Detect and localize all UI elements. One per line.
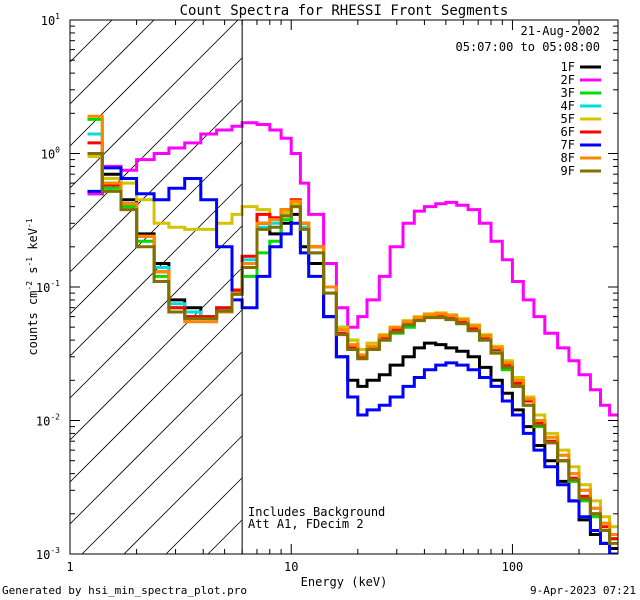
legend-label-7F: 7F	[561, 138, 575, 152]
series-9F	[87, 152, 618, 545]
legend-label-3F: 3F	[561, 86, 575, 100]
series-7F	[87, 166, 618, 554]
y-tick-label: 101	[41, 12, 60, 28]
x-tick-label: 100	[502, 560, 524, 574]
annotation-background: Includes Background	[248, 505, 385, 519]
y-axis-label: counts cm-2 s-1 keV-1	[25, 218, 40, 355]
chart-title: Count Spectra for RHESSI Front Segments	[180, 3, 509, 19]
legend-label-9F: 9F	[561, 164, 575, 178]
time-range-label: 05:07:00 to 05:08:00	[456, 40, 601, 54]
legend-label-2F: 2F	[561, 73, 575, 87]
series-group	[87, 114, 618, 554]
legend-label-8F: 8F	[561, 151, 575, 165]
hatched-background-region	[70, 20, 243, 554]
y-tick-label: 10-3	[36, 546, 60, 562]
series-1F	[87, 172, 618, 550]
annotation-attenuator: Att A1, FDecim 2	[248, 517, 364, 531]
x-tick-label: 10	[284, 560, 298, 574]
footer-date: 9-Apr-2023 07:21	[530, 584, 636, 597]
hatch-lines	[70, 20, 243, 554]
legend-label-5F: 5F	[561, 112, 575, 126]
footer-generator: Generated by hsi_min_spectra_plot.pro	[2, 584, 247, 597]
x-tick-label: 1	[66, 560, 73, 574]
plot-frame	[69, 19, 619, 555]
legend-label-6F: 6F	[561, 125, 575, 139]
axis-ticks: 1 10 100 10-3 10-2 10-1 100 101	[36, 12, 619, 574]
y-tick-label: 10-2	[36, 413, 60, 429]
x-axis-label: Energy (keV)	[301, 575, 388, 589]
y-tick-label: 100	[41, 146, 60, 162]
series-3F	[87, 117, 618, 541]
legend-label-1F: 1F	[561, 60, 575, 74]
legend-label-4F: 4F	[561, 99, 575, 113]
series-2F	[87, 121, 618, 417]
series-5F	[87, 155, 618, 529]
date-label: 21-Aug-2002	[521, 24, 600, 38]
series-8F	[87, 114, 618, 536]
series-4F	[87, 132, 618, 536]
y-tick-label: 10-1	[36, 279, 60, 295]
